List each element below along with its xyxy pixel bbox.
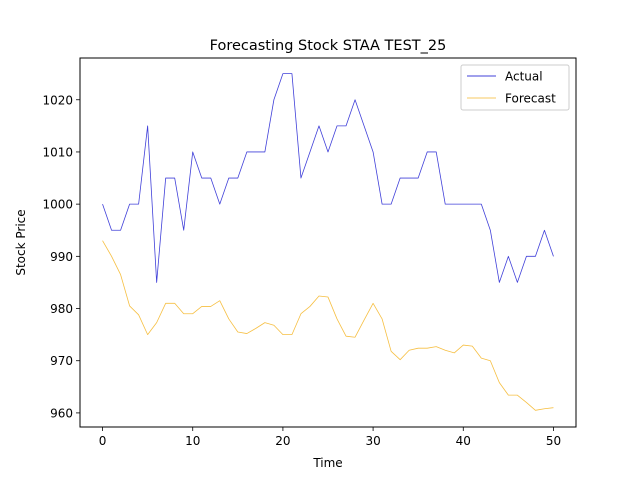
series-line-actual xyxy=(102,73,554,283)
series-line-forecast xyxy=(102,240,554,411)
x-tick-label: 0 xyxy=(99,434,107,448)
y-axis: 960 970 980 990 1000 1010 1020 xyxy=(42,93,80,420)
y-tick-label: 1010 xyxy=(42,145,73,159)
plot-area xyxy=(102,73,554,411)
x-tick-label: 30 xyxy=(365,434,380,448)
x-axis: 0 10 20 30 40 50 xyxy=(99,427,561,448)
y-tick-label: 970 xyxy=(50,354,73,368)
y-tick-label: 960 xyxy=(50,406,73,420)
x-tick-label: 50 xyxy=(546,434,561,448)
legend-label-actual: Actual xyxy=(505,70,543,84)
x-tick-label: 40 xyxy=(456,434,471,448)
legend: Actual Forecast xyxy=(460,64,570,111)
y-axis-label: Stock Price xyxy=(14,209,28,275)
x-tick-label: 20 xyxy=(275,434,290,448)
legend-label-forecast: Forecast xyxy=(505,92,556,106)
x-axis-label: Time xyxy=(312,456,342,470)
y-tick-label: 1000 xyxy=(42,198,73,212)
chart-title: Forecasting Stock STAA TEST_25 xyxy=(210,38,447,54)
x-tick-label: 10 xyxy=(185,434,200,448)
axes-frame xyxy=(79,57,577,428)
y-tick-label: 980 xyxy=(50,302,73,316)
y-tick-label: 990 xyxy=(50,250,73,264)
y-tick-label: 1020 xyxy=(42,93,73,107)
